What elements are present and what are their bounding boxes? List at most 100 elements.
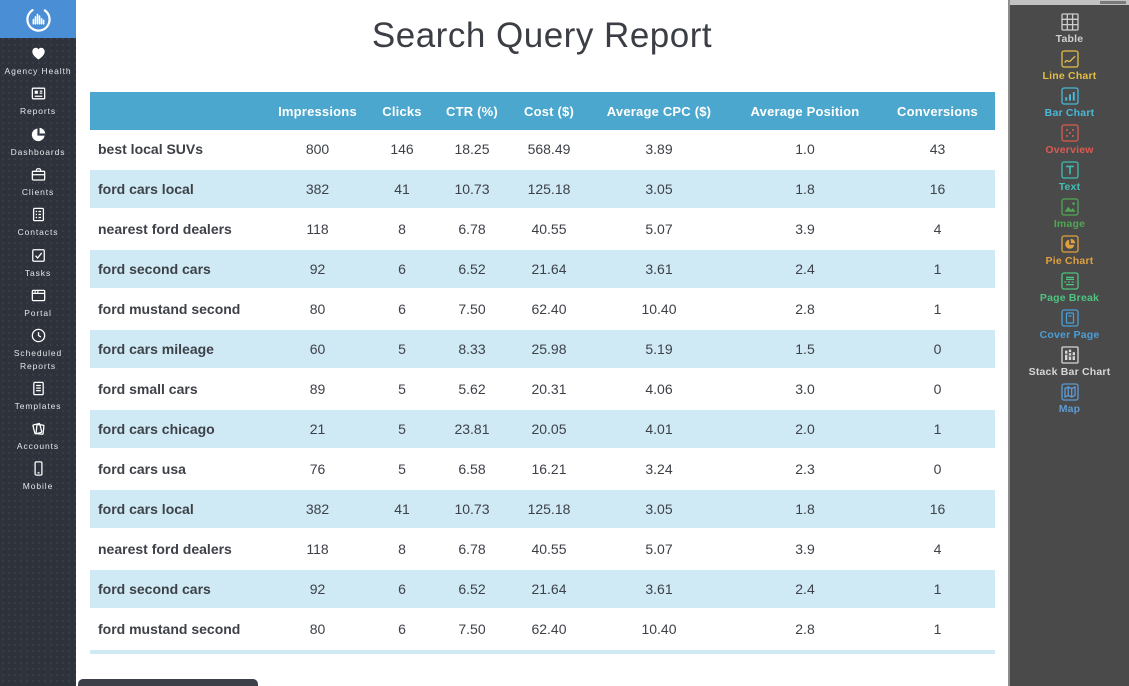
- value-cell: 10.40: [588, 610, 730, 650]
- table-row[interactable]: ford cars usa 76 5 6.58 16.21 3.24 2.3 0: [90, 450, 995, 490]
- value-cell: 146: [370, 130, 434, 170]
- table-row[interactable]: ford cars local 382 41 10.73 125.18 3.05 1.8 16: [90, 170, 995, 210]
- widget-label: Table: [1055, 33, 1084, 45]
- widget-bar-chart[interactable]: Bar Chart: [1010, 86, 1129, 119]
- widget-cover-page[interactable]: Cover Page: [1010, 308, 1129, 341]
- widget-table[interactable]: Table: [1010, 12, 1129, 45]
- sidebar-item-mobile[interactable]: Mobile: [0, 460, 76, 492]
- sidebar-item-templates[interactable]: Templates: [0, 380, 76, 412]
- widget-label: Overview: [1045, 144, 1094, 156]
- value-cell: 8: [370, 530, 434, 570]
- heart-icon: [30, 45, 47, 62]
- sidebar-item-label: Accounts: [16, 441, 60, 452]
- table-row[interactable]: ford mustand second 80 6 7.50 62.40 10.40 2.8 1: [90, 290, 995, 330]
- app-logo[interactable]: [0, 0, 76, 38]
- table-row[interactable]: ford cars mileage 60 5 8.33 25.98 5.19 1.5 0: [90, 330, 995, 370]
- sidebar-item-portal[interactable]: Portal: [0, 287, 76, 319]
- widget-line-chart[interactable]: Line Chart: [1010, 49, 1129, 82]
- text-icon: [1060, 160, 1080, 180]
- horizontal-scrollbar-thumb[interactable]: [78, 679, 258, 686]
- table-row[interactable]: ford small cars 89 5 5.62 20.31 4.06 3.0 0: [90, 370, 995, 410]
- query-cell: ford cars local: [90, 490, 265, 530]
- column-header: Cost ($): [510, 92, 588, 130]
- sidebar-item-agency-health[interactable]: Agency Health: [0, 45, 76, 77]
- sidebar-item-label: Mobile: [22, 481, 54, 492]
- sidebar-item-dashboards[interactable]: Dashboards: [0, 126, 76, 158]
- widget-label: Image: [1053, 218, 1086, 230]
- value-cell: 6: [370, 570, 434, 610]
- page-break-icon: [1060, 271, 1080, 291]
- table-row[interactable]: ford mustand second 80 6 7.50 62.40 10.40 2.8 1: [90, 610, 995, 650]
- widget-image[interactable]: Image: [1010, 197, 1129, 230]
- table-row[interactable]: nearest ford dealers 118 8 6.78 40.55 5.07 3.9…: [90, 530, 995, 570]
- value-cell: 5: [370, 450, 434, 490]
- table-row[interactable]: ford cars local 382 41 10.73 125.18 3.05 1.8 16: [90, 490, 995, 530]
- search-query-table: Impressions Clicks CTR (%) Cost ($) Average …: [90, 92, 995, 650]
- column-header: Impressions: [265, 92, 370, 130]
- value-cell: 16: [880, 490, 995, 530]
- sidebar-item-accounts[interactable]: Accounts: [0, 420, 76, 452]
- column-header: [90, 92, 265, 130]
- value-cell: 3.05: [588, 490, 730, 530]
- widget-overview[interactable]: Overview: [1010, 123, 1129, 156]
- table-row[interactable]: ford second cars 92 6 6.52 21.64 3.61 2.4 1: [90, 570, 995, 610]
- pages-icon: [30, 420, 47, 437]
- widget-map[interactable]: Map: [1010, 382, 1129, 415]
- browser-icon: [30, 287, 47, 304]
- search-query-table-widget[interactable]: Impressions Clicks CTR (%) Cost ($) Average …: [90, 92, 995, 654]
- value-cell: 1: [880, 410, 995, 450]
- value-cell: 7.50: [434, 610, 510, 650]
- value-cell: 62.40: [510, 610, 588, 650]
- value-cell: 20.05: [510, 410, 588, 450]
- column-header: Conversions: [880, 92, 995, 130]
- widget-text[interactable]: Text: [1010, 160, 1129, 193]
- value-cell: 3.61: [588, 250, 730, 290]
- task-check-icon: [30, 247, 47, 264]
- value-cell: 6: [370, 250, 434, 290]
- sidebar-item-reports[interactable]: Reports: [0, 85, 76, 117]
- query-cell: ford second cars: [90, 250, 265, 290]
- panel-scrollbar-thumb[interactable]: [1100, 1, 1126, 4]
- value-cell: 6.52: [434, 250, 510, 290]
- value-cell: 125.18: [510, 170, 588, 210]
- query-cell: best local SUVs: [90, 130, 265, 170]
- sidebar-item-scheduled-reports[interactable]: Scheduled Reports: [0, 327, 76, 372]
- value-cell: 5.07: [588, 210, 730, 250]
- cover-page-icon: [1060, 308, 1080, 328]
- table-row[interactable]: ford second cars 92 6 6.52 21.64 3.61 2.4 1: [90, 250, 995, 290]
- sidebar-item-tasks[interactable]: Tasks: [0, 247, 76, 279]
- widget-stack-bar-chart[interactable]: Stack Bar Chart: [1010, 345, 1129, 378]
- map-icon: [1060, 382, 1080, 402]
- query-cell: ford mustand second: [90, 290, 265, 330]
- value-cell: 60: [265, 330, 370, 370]
- value-cell: 382: [265, 490, 370, 530]
- left-sidebar: Agency Health Reports Dashboards Clients Con…: [0, 0, 76, 686]
- value-cell: 1: [880, 610, 995, 650]
- value-cell: 568.49: [510, 130, 588, 170]
- value-cell: 23.81: [434, 410, 510, 450]
- sidebar-item-label: Contacts: [17, 227, 59, 238]
- sidebar-item-clients[interactable]: Clients: [0, 166, 76, 198]
- value-cell: 1.0: [730, 130, 880, 170]
- value-cell: 6.78: [434, 530, 510, 570]
- value-cell: 10.73: [434, 170, 510, 210]
- widget-pie-chart[interactable]: Pie Chart: [1010, 234, 1129, 267]
- value-cell: 92: [265, 570, 370, 610]
- value-cell: 21: [265, 410, 370, 450]
- widget-list: Table Line Chart Bar Chart Overview Text Imag…: [1010, 12, 1129, 415]
- value-cell: 6: [370, 290, 434, 330]
- widget-page-break[interactable]: Page Break: [1010, 271, 1129, 304]
- value-cell: 1.8: [730, 170, 880, 210]
- table-row[interactable]: best local SUVs 800 146 18.25 568.49 3.89 1.0 4…: [90, 130, 995, 170]
- panel-scrollbar-track[interactable]: [1010, 0, 1129, 5]
- value-cell: 382: [265, 170, 370, 210]
- stack-bar-chart-icon: [1060, 345, 1080, 365]
- sidebar-item-contacts[interactable]: Contacts: [0, 206, 76, 238]
- value-cell: 2.0: [730, 410, 880, 450]
- table-row[interactable]: ford cars chicago 21 5 23.81 20.05 4.01 2.0 1: [90, 410, 995, 450]
- table-row[interactable]: nearest ford dealers 118 8 6.78 40.55 5.07 3.9…: [90, 210, 995, 250]
- value-cell: 5: [370, 410, 434, 450]
- value-cell: 5.07: [588, 530, 730, 570]
- value-cell: 1.8: [730, 490, 880, 530]
- sidebar-item-label: Clients: [21, 186, 55, 197]
